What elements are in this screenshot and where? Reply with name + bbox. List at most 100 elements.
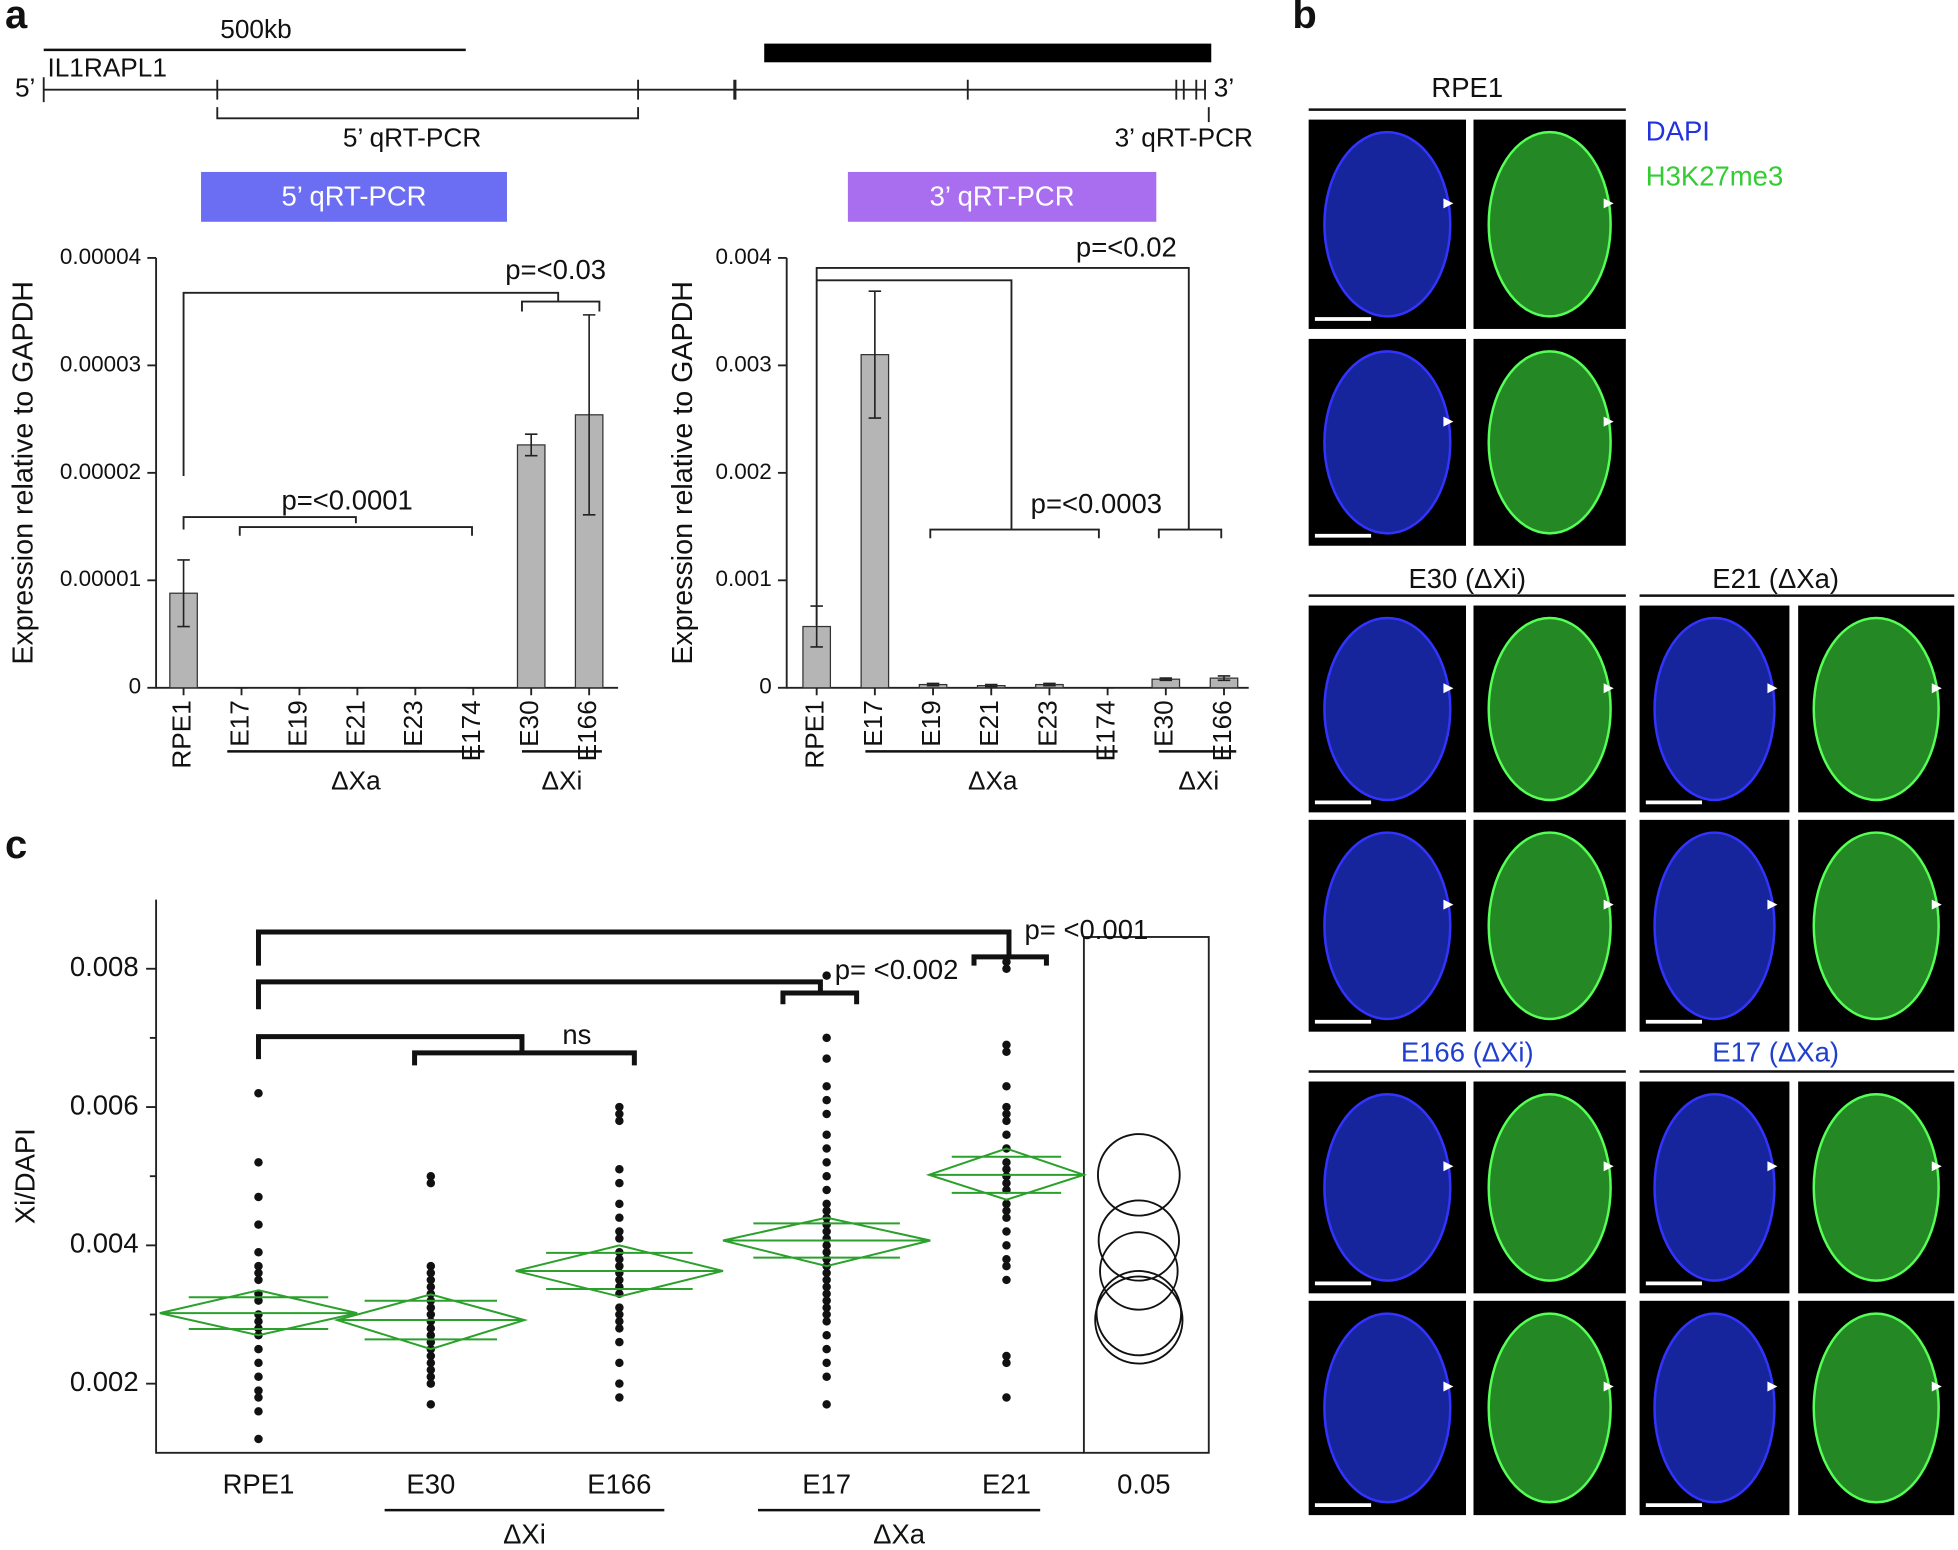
data-point [822, 1282, 831, 1292]
data-point [254, 1407, 263, 1416]
data-point [1002, 1082, 1011, 1091]
chart-title: 3’ qRT-PCR [930, 180, 1075, 211]
data-point [1002, 1261, 1011, 1271]
amplicon-bracket [216, 107, 1210, 123]
mean-diamond [159, 1289, 358, 1337]
y-tick-label: 0 [129, 674, 141, 699]
data-point [615, 1254, 624, 1264]
data-point [615, 1317, 624, 1326]
y-tick-label: 0.004 [715, 244, 771, 269]
x-tick-label: E19 [282, 700, 312, 747]
axis-line [785, 257, 1249, 689]
panel-label: c [5, 823, 27, 867]
data-point [822, 1275, 831, 1285]
comparison-circle [1094, 1275, 1184, 1365]
arrowhead [1443, 1161, 1454, 1172]
significance-bracket [815, 266, 1223, 626]
y-tick-label: 0.00001 [60, 566, 141, 591]
data-point [615, 1337, 624, 1347]
data-point [1002, 1351, 1011, 1361]
group-label: ΔXa [873, 1519, 926, 1550]
x-tick-label: E30 [514, 700, 544, 747]
arrowhead [1603, 1161, 1614, 1172]
data-point [426, 1178, 436, 1188]
mean-diamond [333, 1293, 529, 1351]
bar [516, 444, 546, 689]
data-point [822, 1358, 831, 1368]
nucleus [1323, 616, 1452, 802]
nucleus [1487, 1312, 1612, 1504]
data-point [615, 1102, 624, 1112]
nucleus [1323, 831, 1452, 1021]
data-point [615, 1213, 624, 1222]
data-point [426, 1372, 436, 1381]
data-point [615, 1116, 624, 1126]
data-point [615, 1261, 624, 1271]
channel-label: H3K27me3 [1646, 160, 1783, 191]
arrowhead [1443, 1381, 1454, 1392]
arrowhead [1931, 683, 1942, 694]
arrowhead [1443, 899, 1454, 910]
data-point [615, 1234, 624, 1243]
data-point [254, 1296, 263, 1305]
y-tick-label: 0.00004 [60, 244, 141, 269]
x-tick-label: RPE1 [223, 1469, 295, 1500]
arrowhead [1767, 683, 1778, 694]
x-tick-label: E166 [587, 1469, 651, 1500]
arrowhead [1931, 1161, 1942, 1172]
comparison-circle [1099, 1231, 1179, 1311]
data-point [1002, 1109, 1011, 1119]
data-point [822, 1400, 831, 1409]
data-point [254, 1158, 263, 1167]
p-value: ns [562, 1019, 591, 1050]
data-point [1002, 1393, 1011, 1402]
y-tick-label: 0.002 [715, 459, 771, 484]
data-point [1002, 964, 1011, 973]
data-point [1002, 1213, 1011, 1222]
arrowhead [1767, 899, 1778, 910]
p-value: p=<0.0001 [281, 484, 412, 515]
nucleus [1487, 350, 1612, 535]
data-point [254, 1344, 263, 1354]
data-point [822, 1206, 831, 1216]
comparison-circle-box [1082, 936, 1210, 1454]
data-point [254, 1434, 263, 1444]
data-point [1002, 1358, 1011, 1368]
y-axis-label: Expression relative to GAPDH [667, 281, 699, 665]
gene-line [42, 77, 1206, 103]
nucleus [1487, 1092, 1612, 1282]
y-tick-label: 0 [759, 674, 771, 699]
significance-bracket [255, 929, 1049, 1066]
y-tick-label: 0.00003 [60, 351, 141, 376]
arrowhead [1443, 416, 1454, 427]
data-point [254, 1261, 263, 1271]
data-point [426, 1275, 436, 1285]
image-group-title: RPE1 [1431, 72, 1503, 103]
comparison-circle [1097, 1199, 1180, 1282]
data-point [615, 1227, 624, 1236]
data-point [615, 1358, 624, 1368]
three-prime: 3’ [1214, 73, 1234, 103]
data-point [1002, 1227, 1011, 1236]
group-label: ΔXa [331, 765, 381, 795]
x-tick-label: E17 [858, 700, 888, 747]
x-tick-label: E30 [1149, 700, 1179, 747]
data-point [254, 1275, 263, 1285]
x-tick-label: E19 [916, 700, 946, 747]
data-point [822, 1303, 831, 1312]
arrowhead [1603, 683, 1614, 694]
amplicon-label: 5’ qRT-PCR [343, 122, 481, 152]
arrowhead [1443, 683, 1454, 694]
data-point [822, 1033, 831, 1043]
nucleus [1653, 616, 1776, 802]
image-group-title: E30 (ΔXi) [1408, 563, 1526, 594]
data-point [1002, 1130, 1011, 1139]
data-point [1002, 1275, 1011, 1285]
comparison-circle [1097, 1133, 1181, 1217]
title-box [847, 171, 1157, 222]
data-point [822, 1199, 831, 1209]
data-point [822, 1158, 831, 1167]
data-point [822, 1331, 831, 1340]
